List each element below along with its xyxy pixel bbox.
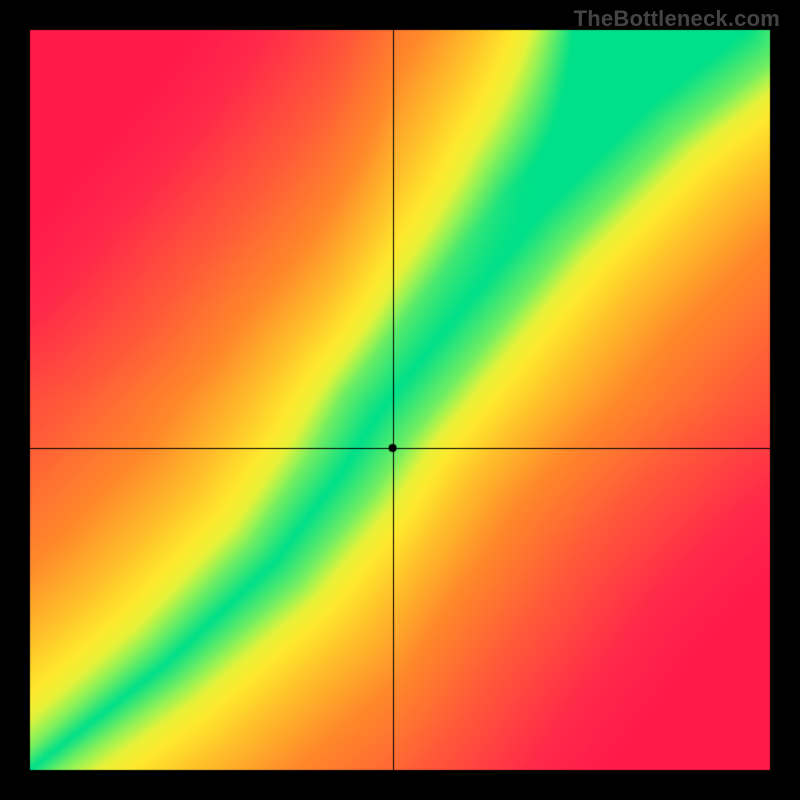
- bottleneck-heatmap: [0, 0, 800, 800]
- chart-container: TheBottleneck.com: [0, 0, 800, 800]
- watermark-text: TheBottleneck.com: [574, 6, 780, 32]
